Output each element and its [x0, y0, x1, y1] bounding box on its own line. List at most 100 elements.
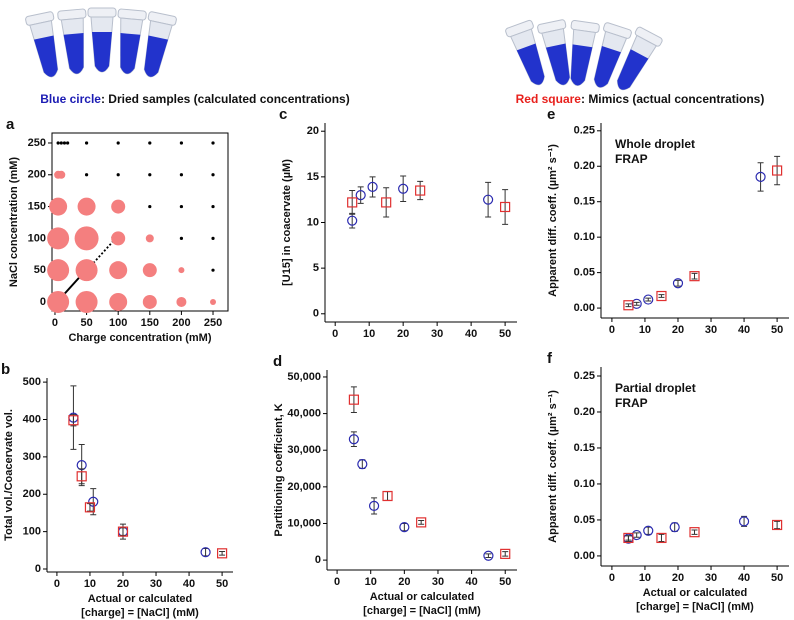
marker-square	[348, 394, 360, 405]
caption: Blue circle: Dried samples (calculated c…	[40, 92, 349, 106]
marker-circle	[643, 525, 654, 536]
bubble	[178, 267, 185, 274]
bubble	[49, 197, 68, 216]
error-bar	[645, 297, 652, 302]
marker-square	[76, 471, 87, 482]
x-tick-label: 50	[771, 324, 783, 336]
error-bar	[625, 303, 632, 308]
x-tick-label: 40	[465, 576, 477, 588]
y-tick-label: 5	[313, 262, 319, 274]
error-bar	[674, 279, 681, 287]
error-bar	[485, 553, 492, 559]
error-bar	[774, 155, 781, 186]
x-tick-label: 30	[705, 324, 717, 336]
y-tick-label: 0.20	[574, 406, 595, 418]
error-bar	[691, 529, 698, 535]
marker-circle	[631, 298, 642, 309]
bubble	[211, 236, 215, 240]
error-bar	[502, 189, 509, 225]
bubble	[59, 141, 63, 145]
y-tick-label: 0.25	[574, 125, 595, 137]
marker-circle	[348, 434, 360, 445]
marker-circle	[738, 516, 750, 527]
y-tick-label: 0	[315, 554, 321, 566]
y-tick-label: 20	[307, 125, 319, 137]
error-bar	[757, 162, 764, 192]
plot-frame	[51, 132, 229, 312]
bubble	[179, 141, 184, 145]
y-tick-label: 0	[40, 296, 46, 308]
x-tick-label: 30	[432, 576, 444, 588]
marker-square	[623, 532, 634, 544]
x-tick-label: 10	[639, 572, 651, 584]
bubble	[211, 141, 215, 145]
annotation: Whole droplet	[615, 137, 695, 151]
y-tick-label: 0.15	[574, 196, 595, 208]
marker-square	[84, 502, 96, 513]
x-tick-label: 0	[334, 576, 340, 588]
error-bar	[658, 533, 665, 543]
marker-square	[623, 300, 634, 311]
x-tick-label: 10	[84, 578, 96, 590]
x-tick-label: 50	[80, 317, 92, 329]
x-tick-label: 0	[609, 324, 615, 336]
y-tick-label: 0	[35, 563, 41, 575]
marker-square	[68, 415, 79, 426]
bubble	[176, 296, 187, 307]
marker-circle	[483, 550, 494, 561]
marker-square	[381, 197, 392, 208]
marker-square	[689, 527, 700, 538]
x-tick-label: 0	[609, 572, 615, 584]
x-tick-label: 30	[705, 572, 717, 584]
marker-square	[382, 490, 393, 502]
panel-letter: d	[273, 353, 282, 370]
tube	[87, 7, 117, 73]
x-tick-label: 0	[54, 578, 60, 590]
x-tick-label: 30	[431, 328, 443, 340]
error-bar	[418, 520, 425, 525]
bubble	[210, 298, 217, 305]
y-tick-label: 0.15	[574, 442, 595, 454]
annotation: Partial droplet	[615, 381, 696, 395]
x-tick-label: 50	[771, 572, 783, 584]
x-tick-label: 40	[183, 578, 195, 590]
bubble	[142, 263, 157, 278]
y-tick-label: 0.10	[574, 478, 595, 490]
marker-circle	[399, 522, 410, 533]
marker-circle	[357, 459, 368, 470]
x-tick-label: 50	[216, 578, 228, 590]
bubble	[116, 141, 120, 145]
bubble	[109, 261, 128, 280]
error-bar	[502, 551, 509, 557]
bubble	[56, 141, 60, 145]
error-bar	[219, 550, 226, 556]
y-tick-label: 10	[307, 216, 319, 228]
y-axis-label: Apparent diff. coeff. (µm² s⁻¹)	[547, 390, 559, 543]
bubble	[75, 290, 98, 313]
marker-square	[772, 165, 783, 176]
y-tick-label: 0.25	[574, 370, 595, 382]
y-tick-label: 100	[23, 526, 41, 538]
y-tick-label: 50,000	[287, 371, 321, 383]
bubble	[47, 290, 70, 313]
x-tick-label: 10	[639, 324, 651, 336]
bubble	[84, 173, 89, 177]
error-bar	[671, 522, 678, 532]
caption-text: : Dried samples (calculated concentratio…	[101, 92, 350, 106]
bubble	[66, 141, 70, 145]
y-axis-label: Partitioning coefficient, K	[273, 403, 285, 536]
y-tick-label: 150	[28, 200, 46, 212]
error-bar	[357, 186, 364, 204]
y-tick-label: 500	[23, 376, 41, 388]
bubble	[47, 259, 70, 282]
y-tick-label: 0.05	[574, 267, 595, 279]
panel-letter: b	[1, 361, 10, 378]
x-tick-label: 10	[365, 576, 377, 588]
x-tick-label: 100	[109, 317, 127, 329]
panel-letter: e	[547, 106, 555, 123]
y-tick-label: 10,000	[287, 517, 321, 529]
error-bar	[633, 301, 640, 306]
error-bar	[401, 522, 408, 532]
bubble	[62, 141, 67, 145]
